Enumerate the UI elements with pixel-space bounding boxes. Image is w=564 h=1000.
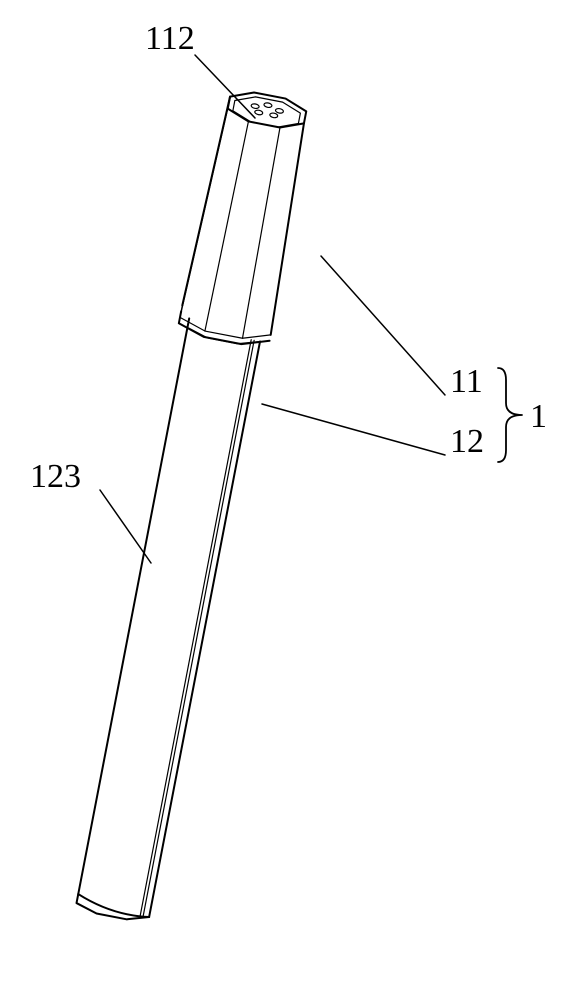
label-11: 11 — [450, 363, 483, 401]
technical-drawing — [0, 0, 564, 1000]
label-12: 12 — [450, 423, 484, 461]
label-1: 1 — [530, 398, 547, 436]
label-123: 123 — [30, 458, 81, 496]
label-112: 112 — [145, 20, 195, 58]
